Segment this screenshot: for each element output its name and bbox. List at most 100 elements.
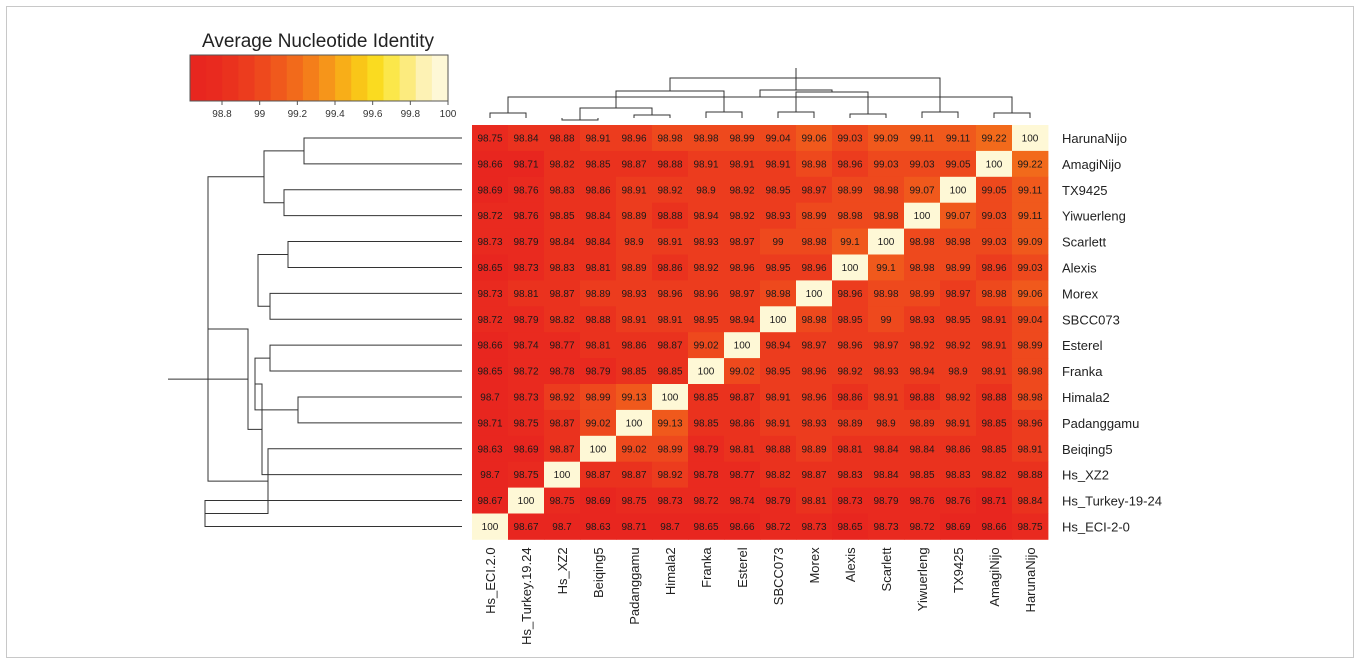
- heatmap-cell: [868, 435, 905, 463]
- heatmap-cell: [832, 409, 869, 437]
- dendrogram-branch: [303, 137, 462, 165]
- cell-value-label: 98.92: [837, 367, 862, 378]
- legend-swatch: [270, 55, 288, 101]
- heatmap-cell: [940, 461, 977, 488]
- cell-value-label: 98.92: [657, 185, 682, 196]
- heatmap-cell: [544, 306, 581, 333]
- heatmap-cell: [472, 409, 509, 437]
- row-label: Hs_ECI-2-0: [1062, 519, 1130, 534]
- cell-value-label: 98.63: [477, 444, 502, 455]
- row-label: Himala2: [1062, 390, 1110, 405]
- heatmap-cell: [544, 358, 581, 385]
- heatmap-cell: [796, 409, 833, 437]
- heatmap-cell: [904, 487, 941, 514]
- cell-value-label: 99.13: [657, 418, 682, 429]
- cell-value-label: 98.79: [765, 496, 790, 507]
- cell-value-label: 99.09: [873, 133, 898, 144]
- heatmap-cell: [796, 254, 833, 281]
- cell-value-label: 98.96: [837, 341, 862, 352]
- cell-value-label: 99.22: [981, 133, 1006, 144]
- heatmap-cell: [652, 176, 689, 204]
- cell-value-label: 98.96: [621, 133, 646, 144]
- heatmap-cell: [796, 280, 833, 307]
- heatmap-cell: [472, 228, 509, 255]
- cell-value-label: 100: [842, 263, 859, 274]
- cell-value-label: 98.86: [585, 185, 610, 196]
- heatmap-cell: [652, 435, 689, 463]
- cell-value-label: 98.91: [693, 159, 718, 170]
- heatmap-cell: [832, 125, 869, 152]
- cell-value-label: 99.03: [837, 133, 862, 144]
- cell-value-label: 98.88: [585, 315, 610, 326]
- heatmap-cell: [508, 150, 545, 178]
- dendrogram-branch: [705, 111, 743, 118]
- heatmap-cell: [616, 487, 653, 514]
- heatmap-cell: [1012, 228, 1049, 255]
- heatmap-cell: [868, 461, 905, 488]
- cell-value-label: 98.91: [657, 237, 682, 248]
- legend-swatch: [302, 55, 320, 101]
- cell-value-label: 99.1: [876, 263, 896, 274]
- heatmap-cell: [760, 228, 797, 255]
- legend-tick-label: 99.6: [363, 109, 383, 120]
- cell-value-label: 99.05: [981, 185, 1006, 196]
- heatmap-cell: [868, 384, 905, 411]
- row-label: Scarlett: [1062, 235, 1106, 250]
- cell-value-label: 98.86: [657, 263, 682, 274]
- heatmap-cell: [868, 228, 905, 255]
- row-label: Esterel: [1062, 338, 1103, 353]
- cell-value-label: 98.85: [657, 367, 682, 378]
- heatmap-cell: [832, 332, 869, 359]
- heatmap-cell: [904, 202, 941, 229]
- row-label: SBCC073: [1062, 312, 1120, 327]
- cell-value-label: 98.92: [729, 211, 754, 222]
- cell-value-label: 100: [482, 522, 499, 533]
- column-label: Scarlett: [879, 547, 894, 591]
- heatmap-cell: [904, 461, 941, 488]
- heatmap-cell: [724, 125, 761, 152]
- heatmap-cell: [760, 435, 797, 463]
- heatmap-cell: [580, 254, 617, 281]
- heatmap-cell: [976, 150, 1013, 178]
- heatmap-cell: [724, 513, 761, 540]
- cell-value-label: 98.95: [765, 367, 790, 378]
- cell-value-label: 98.66: [477, 341, 502, 352]
- heatmap-cell: [616, 280, 653, 307]
- cell-value-label: 98.89: [585, 289, 610, 300]
- cell-value-label: 98.91: [981, 367, 1006, 378]
- cell-value-label: 98.86: [837, 392, 862, 403]
- heatmap-cell: [508, 254, 545, 281]
- heatmap-cell: [832, 358, 869, 385]
- heatmap-cell: [472, 280, 509, 307]
- legend-swatch: [319, 55, 336, 101]
- cell-value-label: 98.65: [477, 367, 502, 378]
- heatmap-cell: [832, 176, 869, 204]
- cell-value-label: 98.87: [657, 341, 682, 352]
- cell-value-label: 98.99: [801, 211, 826, 222]
- cell-value-label: 98.96: [837, 159, 862, 170]
- cell-value-label: 98.71: [477, 418, 502, 429]
- cell-value-label: 98.94: [765, 341, 790, 352]
- legend-ticks: 98.8 99 99.2 99.4 99.6 99.8 100: [212, 101, 457, 120]
- column-dendrogram: [489, 68, 1031, 121]
- cell-value-label: 98.99: [1017, 341, 1042, 352]
- heatmap-cell: [724, 254, 761, 281]
- column-label: Hs_Turkey.19.24: [519, 547, 534, 645]
- cell-value-label: 98.98: [909, 263, 934, 274]
- cell-value-label: 98.82: [981, 470, 1006, 481]
- dendrogram-branch: [489, 112, 527, 118]
- column-label: Hs_ECI.2.0: [483, 547, 498, 613]
- cell-value-label: 98.87: [729, 392, 754, 403]
- heatmap-cell: [868, 150, 905, 178]
- heatmap-cell: [1012, 254, 1049, 281]
- heatmap-cell: [940, 513, 977, 540]
- heatmap-cell: [940, 306, 977, 333]
- cell-value-label: 98.75: [513, 418, 538, 429]
- heatmap-cell: [976, 176, 1013, 204]
- heatmap-cell: [760, 176, 797, 204]
- heatmap-cell: [904, 513, 941, 540]
- legend-swatch: [190, 55, 207, 101]
- heatmap-cell: [472, 176, 509, 204]
- heatmap-cell: [508, 176, 545, 204]
- cell-value-label: 98.98: [945, 237, 970, 248]
